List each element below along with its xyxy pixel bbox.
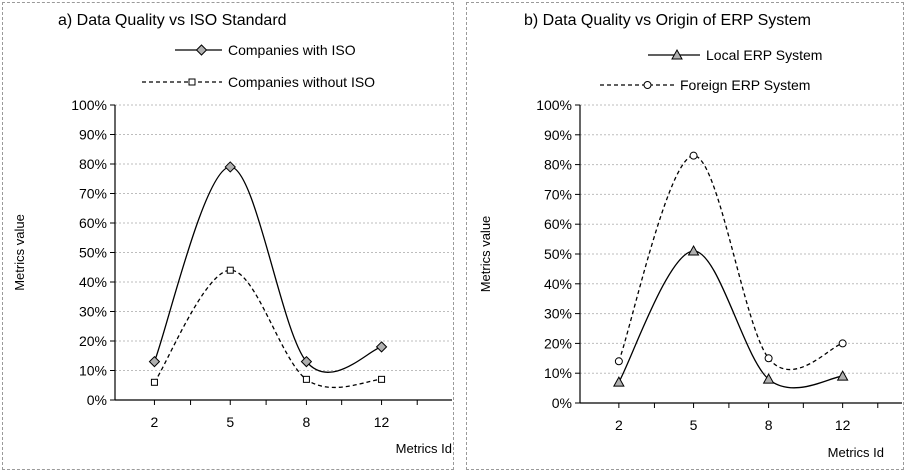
- legend-label-a-1: Companies without ISO: [228, 74, 375, 90]
- data-point-a-1: [150, 378, 158, 386]
- series-line-a-1: [153, 269, 382, 389]
- legend-marker-b-0: [671, 48, 683, 60]
- y-tick-label-a: 70%: [79, 186, 107, 202]
- y-tick-label-b: 0%: [552, 395, 572, 411]
- x-tick-label-b: 8: [765, 417, 773, 433]
- data-point-a-1: [302, 375, 310, 383]
- data-point-a-0: [300, 355, 313, 368]
- legend-marker-b-1: [643, 81, 652, 89]
- x-tick-label-a: 2: [151, 414, 159, 430]
- data-point-b-0: [836, 370, 849, 381]
- data-point-a-0: [375, 341, 388, 353]
- x-tick-label-b: 5: [690, 417, 698, 433]
- y-tick-label-b: 50%: [544, 246, 572, 262]
- chart-panel-a: [2, 2, 454, 470]
- legend-label-a-0: Companies with ISO: [228, 42, 356, 58]
- y-tick-label-a: 30%: [79, 304, 107, 320]
- x-tick-label-b: 12: [835, 417, 851, 433]
- y-tick-label-b: 80%: [544, 157, 572, 173]
- y-tick-label-a: 50%: [79, 245, 107, 261]
- data-point-b-1: [838, 339, 847, 348]
- y-tick-label-b: 90%: [544, 127, 572, 143]
- data-point-a-1: [226, 266, 234, 274]
- data-point-a-0: [148, 355, 161, 368]
- y-tick-label-a: 40%: [79, 274, 107, 290]
- x-tick-label-b: 2: [615, 417, 623, 433]
- y-axis-label-b: Metrics value: [478, 216, 493, 293]
- y-tick-label-b: 30%: [544, 306, 572, 322]
- y-tick-label-b: 40%: [544, 276, 572, 292]
- chart-title-b: b) Data Quality vs Origin of ERP System: [524, 12, 811, 29]
- chart-panel-b: [466, 2, 904, 470]
- legend-label-b-1: Foreign ERP System: [680, 77, 810, 93]
- y-axis-label-a: Metrics value: [12, 214, 27, 291]
- series-line-b-0: [618, 250, 843, 389]
- x-axis-label-a: Metrics Id: [396, 441, 452, 456]
- legend-marker-a-1: [188, 78, 196, 86]
- data-point-b-1: [764, 354, 773, 363]
- x-tick-label-a: 8: [303, 414, 311, 430]
- y-tick-label-a: 90%: [79, 127, 107, 143]
- data-point-a-0: [224, 161, 236, 173]
- data-point-b-0: [687, 244, 700, 256]
- y-tick-label-b: 70%: [544, 186, 572, 202]
- y-tick-label-a: 60%: [79, 215, 107, 231]
- data-point-a-1: [378, 375, 386, 383]
- y-tick-label-a: 100%: [71, 97, 107, 113]
- chart-title-a: a) Data Quality vs ISO Standard: [58, 12, 287, 29]
- y-tick-label-a: 0%: [87, 392, 107, 408]
- x-tick-label-a: 5: [226, 414, 234, 430]
- y-tick-label-b: 10%: [544, 365, 572, 381]
- data-point-b-0: [762, 373, 775, 384]
- x-tick-label-a: 12: [374, 414, 390, 430]
- y-tick-label-a: 20%: [79, 333, 107, 349]
- y-tick-label-b: 60%: [544, 216, 572, 232]
- y-tick-label-b: 100%: [536, 97, 572, 113]
- series-line-b-1: [618, 155, 843, 371]
- legend-label-b-0: Local ERP System: [706, 47, 822, 63]
- data-point-b-0: [613, 376, 625, 387]
- y-tick-label-b: 20%: [544, 335, 572, 351]
- legend-marker-a-0: [195, 44, 208, 56]
- y-tick-label-a: 80%: [79, 156, 107, 172]
- y-tick-label-a: 10%: [79, 363, 107, 379]
- series-line-a-0: [153, 166, 382, 373]
- data-point-b-1: [614, 357, 623, 366]
- x-axis-label-b: Metrics Id: [828, 445, 884, 460]
- data-point-b-1: [689, 151, 698, 160]
